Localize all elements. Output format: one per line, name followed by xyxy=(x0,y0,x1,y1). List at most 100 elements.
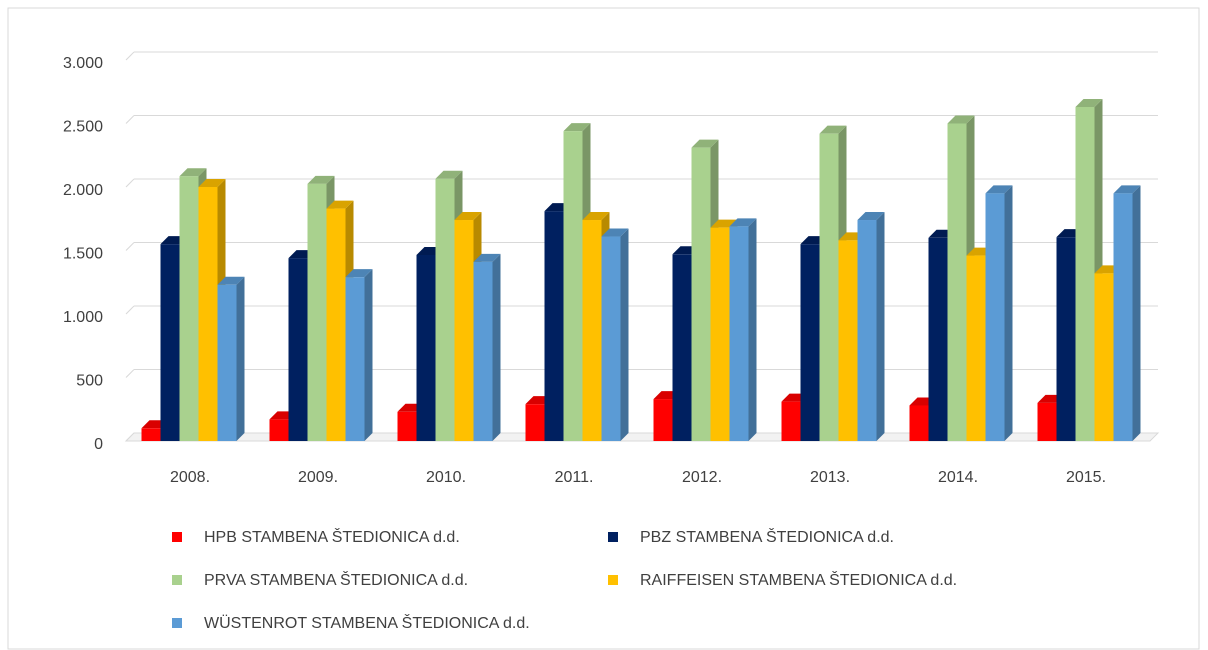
bar xyxy=(416,254,436,441)
bar-top xyxy=(985,185,1013,194)
y-tick-label: 2.000 xyxy=(63,182,103,199)
bar-top xyxy=(857,212,885,221)
bar-top xyxy=(435,170,463,179)
y-tick-label: 1.000 xyxy=(63,309,103,326)
bar-top xyxy=(1113,185,1141,194)
bar xyxy=(1113,193,1133,441)
bar xyxy=(691,147,711,441)
x-tick-label: 2015. xyxy=(1066,469,1106,486)
legend-swatch xyxy=(172,532,182,542)
bar xyxy=(544,211,564,441)
bar xyxy=(729,226,749,441)
bar-side xyxy=(620,228,629,441)
y-tick-label: 3.000 xyxy=(63,55,103,72)
grid-line xyxy=(125,51,135,61)
bar xyxy=(928,237,948,441)
bar xyxy=(179,176,199,441)
legend-swatch xyxy=(608,575,618,585)
bar-top xyxy=(582,212,610,221)
x-tick-label: 2008. xyxy=(170,469,210,486)
bar xyxy=(397,411,417,441)
x-tick-label: 2009. xyxy=(298,469,338,486)
legend-swatch xyxy=(608,532,618,542)
bar-top xyxy=(326,200,354,209)
bar-top xyxy=(819,125,847,134)
bar xyxy=(781,401,801,441)
bar-side xyxy=(236,276,245,441)
x-tick-label: 2012. xyxy=(682,469,722,486)
x-tick-label: 2010. xyxy=(426,469,466,486)
bar xyxy=(1056,237,1076,441)
bar-side xyxy=(1004,185,1013,441)
grid-line xyxy=(125,305,135,315)
legend-label: PBZ STAMBENA ŠTEDIONICA d.d. xyxy=(640,527,894,546)
bar xyxy=(269,419,289,441)
bar-top xyxy=(345,269,373,278)
grid-line xyxy=(125,178,135,188)
bar xyxy=(198,187,218,441)
bar-side xyxy=(364,269,373,441)
bar-side xyxy=(748,218,757,441)
legend-label: WÜSTENROT STAMBENA ŠTEDIONICA d.d. xyxy=(204,613,530,632)
bar xyxy=(710,227,730,441)
bar xyxy=(307,183,327,441)
bar xyxy=(819,133,839,441)
bar xyxy=(909,405,929,441)
bar xyxy=(672,254,692,441)
bar xyxy=(525,404,545,441)
bar xyxy=(582,220,602,441)
bar-top xyxy=(947,115,975,124)
bar xyxy=(1037,402,1057,441)
x-tick-label: 2011. xyxy=(555,469,594,486)
bar-top xyxy=(454,212,482,221)
bar-top xyxy=(691,139,719,148)
bar xyxy=(857,220,877,441)
bar xyxy=(217,284,237,441)
x-tick-label: 2014. xyxy=(938,469,978,486)
y-tick-label: 1.500 xyxy=(63,246,103,263)
legend-label: RAIFFEISEN STAMBENA ŠTEDIONICA d.d. xyxy=(640,570,957,589)
bar-side xyxy=(876,212,885,441)
bar-top xyxy=(473,253,501,262)
y-tick-label: 0 xyxy=(94,436,103,453)
bar xyxy=(160,244,180,441)
bar-top xyxy=(198,179,226,187)
bar xyxy=(563,131,583,441)
legend-label: PRVA STAMBENA ŠTEDIONICA d.d. xyxy=(204,570,468,589)
bar-top xyxy=(1075,98,1103,107)
bar-top xyxy=(179,168,207,177)
y-tick-label: 500 xyxy=(76,373,103,390)
bar-top xyxy=(217,276,245,285)
bar xyxy=(326,208,346,441)
legend-swatch xyxy=(172,575,182,585)
x-tick-label: 2013. xyxy=(810,469,850,486)
bar xyxy=(966,255,986,441)
bar xyxy=(473,261,493,441)
bar-top xyxy=(307,175,335,184)
bar xyxy=(601,236,621,441)
legend-swatch xyxy=(172,618,182,628)
bar-top xyxy=(601,228,629,237)
bar xyxy=(141,428,161,441)
bar xyxy=(947,123,967,441)
grid-line xyxy=(125,115,135,124)
bar xyxy=(1094,273,1114,441)
bar xyxy=(454,220,474,441)
bar-top xyxy=(729,218,757,227)
bar xyxy=(800,244,820,441)
bar-side xyxy=(1132,185,1141,441)
legend-label: HPB STAMBENA ŠTEDIONICA d.d. xyxy=(204,527,460,546)
grid-line xyxy=(125,369,135,378)
bar xyxy=(1075,106,1095,442)
y-tick-label: 2.500 xyxy=(63,119,103,136)
grid-line xyxy=(125,242,135,251)
bar xyxy=(985,193,1005,441)
bar-side xyxy=(492,253,501,441)
bar-top xyxy=(563,123,591,132)
bar xyxy=(288,258,308,441)
bar xyxy=(435,178,455,441)
bar xyxy=(345,277,365,441)
bar xyxy=(838,240,858,441)
bar xyxy=(653,399,673,441)
